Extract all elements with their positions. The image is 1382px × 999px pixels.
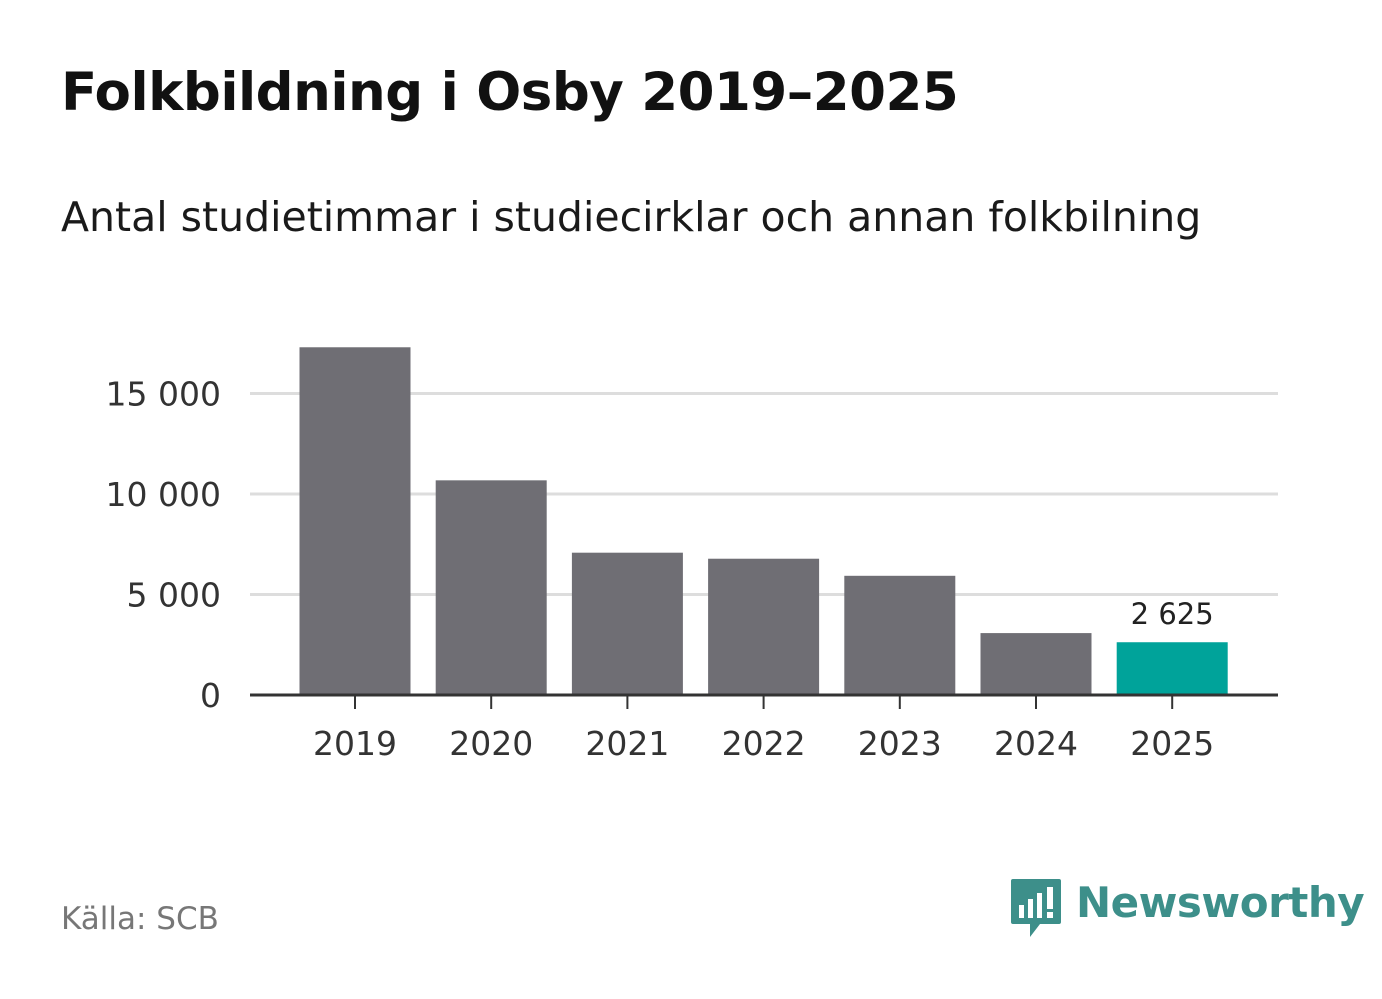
- x-tick-label: 2024: [994, 724, 1078, 763]
- bar-2025: [1116, 642, 1228, 695]
- bar-chart-speech-bubble-icon: [1011, 879, 1061, 937]
- bar-2022: [708, 558, 820, 695]
- bar-2023: [844, 575, 956, 695]
- brand-name: Newsworthy: [1076, 878, 1365, 927]
- bar-2019: [299, 347, 411, 695]
- bar-2024: [980, 633, 1092, 695]
- x-tick-label: 2020: [449, 724, 533, 763]
- chart-subtitle: Antal studietimmar i studiecirklar och a…: [61, 193, 1202, 241]
- y-tick-label: 5 000: [127, 576, 221, 615]
- x-tick-label: 2019: [313, 724, 397, 763]
- value-label: 2 625: [1131, 597, 1214, 631]
- bar-2020: [435, 480, 547, 695]
- bar-2021: [571, 552, 683, 695]
- y-tick-label: 15 000: [106, 375, 221, 414]
- x-tick-label: 2025: [1130, 724, 1214, 763]
- y-tick-label: 0: [200, 676, 221, 715]
- x-tick-label: 2021: [585, 724, 669, 763]
- x-tick-label: 2022: [722, 724, 806, 763]
- source-note: Källa: SCB: [61, 901, 219, 937]
- chart-title: Folkbildning i Osby 2019–2025: [61, 62, 959, 123]
- y-tick-label: 10 000: [106, 475, 221, 514]
- x-tick-label: 2023: [858, 724, 942, 763]
- brand-logo: Newsworthy: [1010, 878, 1365, 942]
